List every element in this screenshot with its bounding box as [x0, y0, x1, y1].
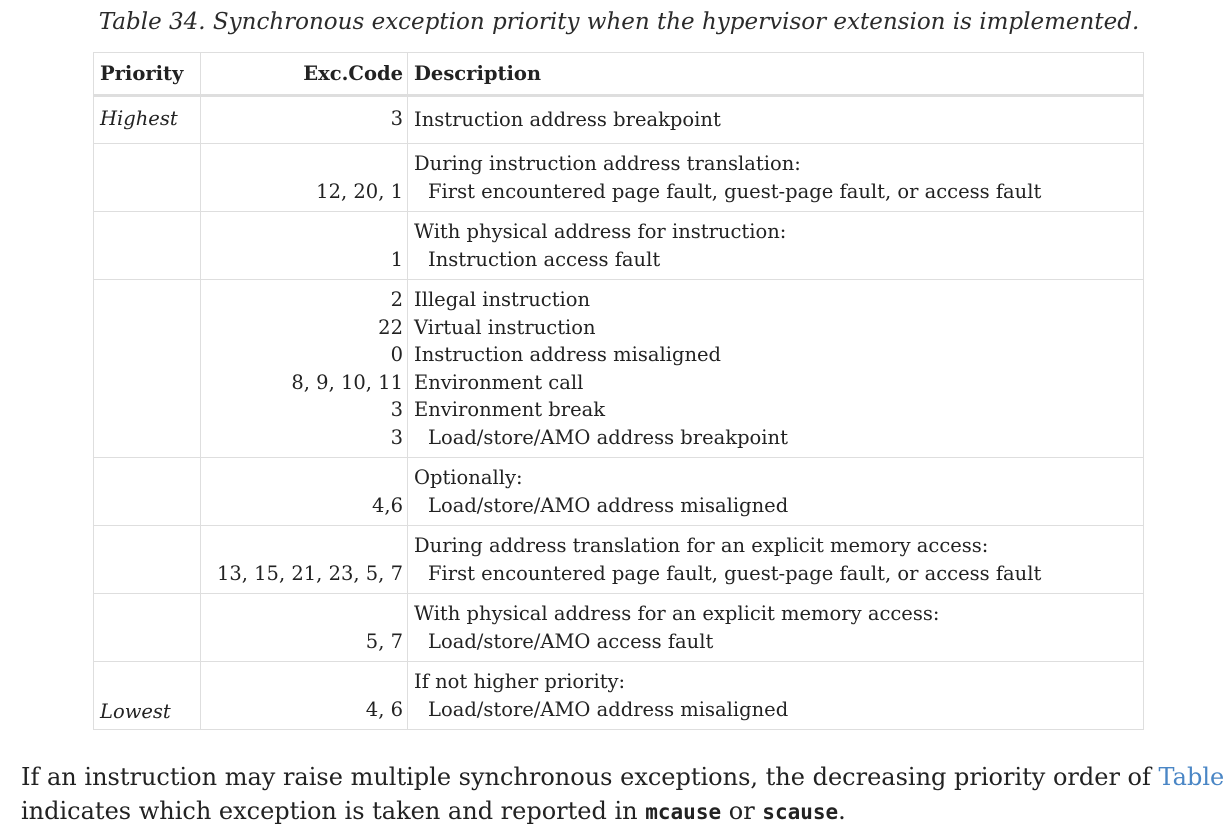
table-row: 2 22 0 8, 9, 10, 11 3 3 Illegal instruction Vir… — [93, 279, 1144, 458]
table-row: 12, 20, 1 During instruction address tran… — [93, 143, 1144, 212]
priority-cell: Highest — [93, 95, 201, 144]
exc-code-cell: 12, 20, 1 — [200, 143, 408, 212]
exc-code-value — [207, 668, 403, 696]
exc-code-cell: 3 — [200, 95, 408, 144]
header-priority: Priority — [93, 52, 201, 97]
description-line: Load/store/AMO access fault — [428, 629, 714, 653]
description-line: With physical address for instruction: — [414, 220, 787, 243]
description-line: First encountered page fault, guest-page… — [428, 561, 1042, 585]
header-description: Description — [407, 52, 1144, 97]
exc-code-value: 4, 6 — [365, 697, 403, 721]
description-cell: Illegal instruction Virtual instruction In… — [407, 279, 1144, 458]
exc-code-value: 4,6 — [371, 493, 403, 517]
priority-cell — [93, 457, 201, 526]
description-line: With physical address for an explicit me… — [414, 602, 940, 625]
exc-code-cell: 2 22 0 8, 9, 10, 11 3 3 — [200, 279, 408, 458]
exc-code-value: 1 — [390, 247, 403, 271]
description-line: During address translation for an explic… — [414, 534, 989, 557]
description-line: Instruction address misaligned — [414, 343, 722, 366]
exception-priority-table: Priority Exc.Code Description Highest 3 In… — [93, 52, 1144, 730]
description-cell: Optionally: Load/store/AMO address misali… — [407, 457, 1144, 526]
description-line: Instruction address breakpoint — [414, 108, 721, 132]
exc-code-value — [207, 464, 403, 492]
priority-cell — [93, 211, 201, 280]
description-line: Environment break — [414, 398, 606, 421]
exc-code-value — [207, 150, 403, 178]
body-paragraph: If an instruction may raise multiple syn… — [21, 760, 1225, 829]
exc-code-cell: 13, 15, 21, 23, 5, 7 — [200, 525, 408, 594]
description-line: Load/store/AMO address breakpoint — [428, 425, 788, 449]
exc-code-cell: 1 — [200, 211, 408, 280]
paragraph-text-2: indicates which exception is taken and r… — [21, 797, 646, 825]
description-line: Optionally: — [414, 466, 523, 489]
description-line: First encountered page fault, guest-page… — [428, 179, 1042, 203]
description-line: Environment call — [414, 370, 584, 394]
description-cell: With physical address for an explicit me… — [407, 593, 1144, 662]
description-line: Load/store/AMO address misaligned — [428, 493, 789, 517]
description-line: If not higher priority: — [414, 670, 626, 693]
exc-code-value: 13, 15, 21, 23, 5, 7 — [216, 561, 403, 585]
exc-code-value — [207, 532, 403, 560]
exc-code-cell: 4,6 — [200, 457, 408, 526]
description-cell: Instruction address breakpoint — [407, 95, 1144, 144]
exc-code-value: 12, 20, 1 — [316, 179, 403, 203]
priority-cell: Lowest — [93, 661, 201, 730]
description-cell: During address translation for an explic… — [407, 525, 1144, 594]
paragraph-text-4: . — [838, 797, 846, 825]
table-row: Highest 3 Instruction address breakpoint — [93, 95, 1144, 144]
exc-code-value: 22 — [378, 315, 403, 339]
table-body: Highest 3 Instruction address breakpoint 12… — [93, 95, 1144, 730]
exc-code-value: 3 — [390, 106, 403, 130]
exc-code-value: 2 — [390, 288, 403, 311]
table-34-link[interactable]: Table 34 — [1158, 763, 1225, 791]
priority-cell — [93, 525, 201, 594]
table-header-row: Priority Exc.Code Description — [93, 52, 1144, 97]
description-line: Illegal instruction — [414, 288, 591, 311]
table-row: 5, 7 With physical address for an explici… — [93, 593, 1144, 662]
exc-code-value — [207, 600, 403, 628]
header-exc-code: Exc.Code — [200, 52, 408, 97]
scause-code: scause — [762, 800, 839, 824]
exc-code-value: 5, 7 — [365, 629, 403, 653]
description-line: Instruction access fault — [428, 247, 661, 271]
paragraph-line-1: If an instruction may raise multiple syn… — [21, 760, 1225, 794]
paragraph-text-1: If an instruction may raise multiple syn… — [21, 763, 1159, 791]
description-line: Virtual instruction — [414, 315, 596, 339]
table-row: 4,6 Optionally: Load/store/AMO address mis… — [93, 457, 1144, 526]
description-line: Load/store/AMO address misaligned — [428, 697, 789, 721]
exc-code-value — [207, 218, 403, 246]
exc-code-value: 3 — [390, 398, 403, 421]
table-caption: Table 34. Synchronous exception priority… — [98, 9, 1140, 35]
description-line: During instruction address translation: — [414, 152, 801, 175]
description-cell: With physical address for instruction: In… — [407, 211, 1144, 280]
table-row: Lowest 4, 6 If not higher priority: Load/st… — [93, 661, 1144, 730]
priority-cell — [93, 143, 201, 212]
exc-code-value: 3 — [390, 425, 403, 449]
priority-cell — [93, 279, 201, 458]
table-row: 13, 15, 21, 23, 5, 7 During address trans… — [93, 525, 1144, 594]
description-cell: If not higher priority: Load/store/AMO ad… — [407, 661, 1144, 730]
paragraph-line-2: indicates which exception is taken and r… — [21, 794, 1225, 829]
exc-code-cell: 5, 7 — [200, 593, 408, 662]
priority-cell — [93, 593, 201, 662]
exc-code-value: 0 — [390, 343, 403, 366]
table-row: 1 With physical address for instruction: I… — [93, 211, 1144, 280]
mcause-code: mcause — [645, 800, 722, 824]
exc-code-cell: 4, 6 — [200, 661, 408, 730]
exc-code-value: 8, 9, 10, 11 — [291, 370, 403, 394]
description-cell: During instruction address translation: F… — [407, 143, 1144, 212]
paragraph-text-3: or — [721, 797, 763, 825]
